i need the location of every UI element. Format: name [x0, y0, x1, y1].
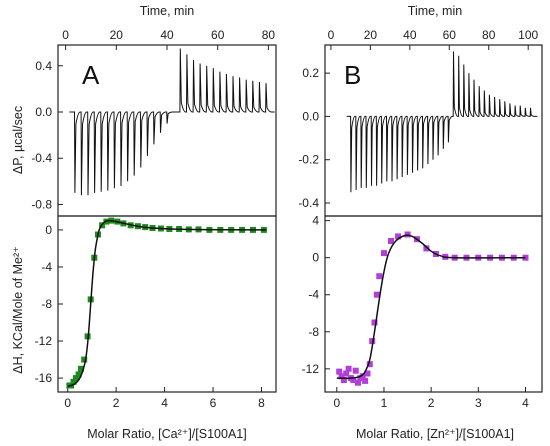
- panel-a-ratio-tick-label: 0: [64, 396, 71, 410]
- panel-b-ratio-tick-label: 2: [428, 396, 435, 410]
- panel-b-thermogram: 0 20 40 60 80 100 0.2 0.0 -0.2 -0.4: [298, 28, 543, 217]
- panel-b-time-tick-label: 80: [482, 28, 496, 42]
- panel-a-thermogram-trace: [69, 48, 275, 196]
- panel-b-time-tick-label: 40: [403, 28, 417, 42]
- panel-b-dp-tick-label: 0.2: [302, 66, 319, 80]
- panel-b-data-point: [373, 291, 380, 298]
- panel-b-letter: B: [344, 60, 361, 90]
- panel-b-data-point: [345, 365, 352, 372]
- panel-a-dp-tick-label: -0.8: [31, 197, 52, 211]
- panel-b-ratio-tick-label: 1: [381, 396, 388, 410]
- panel-a-dh-tick-label: -8: [41, 297, 52, 311]
- panel-b-data-point: [352, 367, 359, 374]
- panel-a-dh-tick-label: 0: [45, 223, 52, 237]
- panel-b-data-point: [362, 377, 369, 384]
- panel-b-dh-tick-label: -12: [302, 362, 320, 376]
- panel-a-bottom-ylabel: ΔH, KCal/Mole of Me²⁺: [11, 246, 25, 373]
- panel-b-time-tick-label: 20: [364, 28, 378, 42]
- panel-b-ratio-tick-label: 0: [333, 396, 340, 410]
- panel-a-thermogram: 0 20 40 60 80 0.4 0.0 -0.4 -0.8: [31, 28, 277, 217]
- panel-b-data-point: [359, 373, 366, 380]
- panel-a-dp-tick-label: 0.0: [35, 105, 52, 119]
- panel-a-top-ylabel: ΔP, µcal/sec: [11, 106, 25, 174]
- panel-b-data-point: [366, 361, 373, 368]
- panel-a-ratio-tick-label: 6: [210, 396, 217, 410]
- panel-a-data-point: [75, 371, 82, 378]
- panel-b-data-point: [371, 319, 378, 326]
- panel-a-time-tick-label: 0: [62, 28, 69, 42]
- panel-b-data-point: [381, 250, 387, 257]
- panel-a-time-tick-label: 60: [211, 28, 225, 42]
- panel-b-data-point: [338, 373, 345, 380]
- panel-a-time-tick-label: 80: [262, 28, 276, 42]
- panel-b-data-point: [369, 338, 376, 345]
- panel-b-time-tick-label: 0: [328, 28, 335, 42]
- panel-b-data-point: [423, 245, 430, 252]
- panel-a-data-point: [70, 378, 77, 385]
- panel-a-time-tick-label: 40: [160, 28, 174, 42]
- panel-b-dh-tick-label: 0: [312, 251, 319, 265]
- panel-b-time-tick-label: 60: [443, 28, 457, 42]
- panel-b-thermogram-trace: [346, 51, 538, 193]
- panel-b-data-point: [364, 370, 371, 377]
- panel-b-bottom-xlabel: Molar Ratio, [Zn²⁺]/[S100A1]: [356, 427, 514, 441]
- panel-b-dh-tick-label: -4: [308, 288, 319, 302]
- panel-a-letter: A: [82, 60, 100, 90]
- panel-b-data-point: [336, 368, 343, 375]
- panel-a-fit-curve: [67, 219, 267, 388]
- panel-a-data-point: [78, 365, 84, 372]
- panel-a-isotherm: 0 2 4 6 8 0 -4 -8 -12 -16: [35, 215, 277, 410]
- panel-b-data-point: [340, 377, 347, 383]
- panel-a-ratio-tick-label: 8: [258, 396, 265, 410]
- panel-b-dh-tick-label: -8: [308, 325, 319, 339]
- panel-b-dh-tick-label: 4: [312, 214, 319, 228]
- panel-b-data-point: [395, 233, 402, 240]
- panel-b-ratio-tick-label: 4: [522, 396, 529, 410]
- panel-b-isotherm-frame: [324, 215, 543, 393]
- panel-a-bottom-xlabel: Molar Ratio, [Ca²⁺]/[S100A1]: [87, 427, 246, 441]
- panel-a-data-point: [81, 356, 88, 363]
- panel-a-data-point: [72, 375, 79, 382]
- panel-a-time-tick-label: 20: [110, 28, 124, 42]
- panel-a-ratio-tick-label: 4: [161, 396, 168, 410]
- panel-b-data-point: [350, 377, 357, 383]
- panel-b-dp-tick-label: -0.2: [298, 153, 319, 167]
- panel-a-top-xlabel: Time, min: [140, 4, 194, 18]
- panel-a-dh-tick-label: -16: [35, 371, 53, 385]
- panel-b-top-xlabel: Time, min: [408, 4, 462, 18]
- panel-a-dp-tick-label: -0.4: [31, 151, 52, 165]
- panel-b-dp-tick-label: 0.0: [302, 109, 319, 123]
- panel-a-dh-tick-label: -12: [35, 334, 53, 348]
- panel-b-dp-tick-label: -0.4: [298, 196, 319, 210]
- panel-b-time-tick-label: 100: [518, 28, 538, 42]
- panel-a-ratio-tick-label: 2: [113, 396, 120, 410]
- panel-b-data-point: [355, 379, 361, 386]
- panel-b-isotherm: 0 1 2 3 4 4 0 -4 -8 -12: [302, 214, 543, 410]
- panel-b: Time, min Molar Ratio, [Zn²⁺]/[S100A1] B…: [298, 4, 543, 441]
- panel-a: Time, min ΔP, µcal/sec ΔH, KCal/Mole of …: [11, 4, 277, 441]
- panel-b-data-point: [376, 273, 383, 280]
- panel-b-ratio-tick-label: 3: [475, 396, 482, 410]
- panel-b-data-point: [343, 370, 350, 377]
- panel-b-data-point: [388, 238, 394, 244]
- panel-a-dp-tick-label: 0.4: [35, 59, 52, 73]
- panel-b-fit-curve: [336, 234, 526, 379]
- panel-a-dh-tick-label: -4: [41, 260, 52, 274]
